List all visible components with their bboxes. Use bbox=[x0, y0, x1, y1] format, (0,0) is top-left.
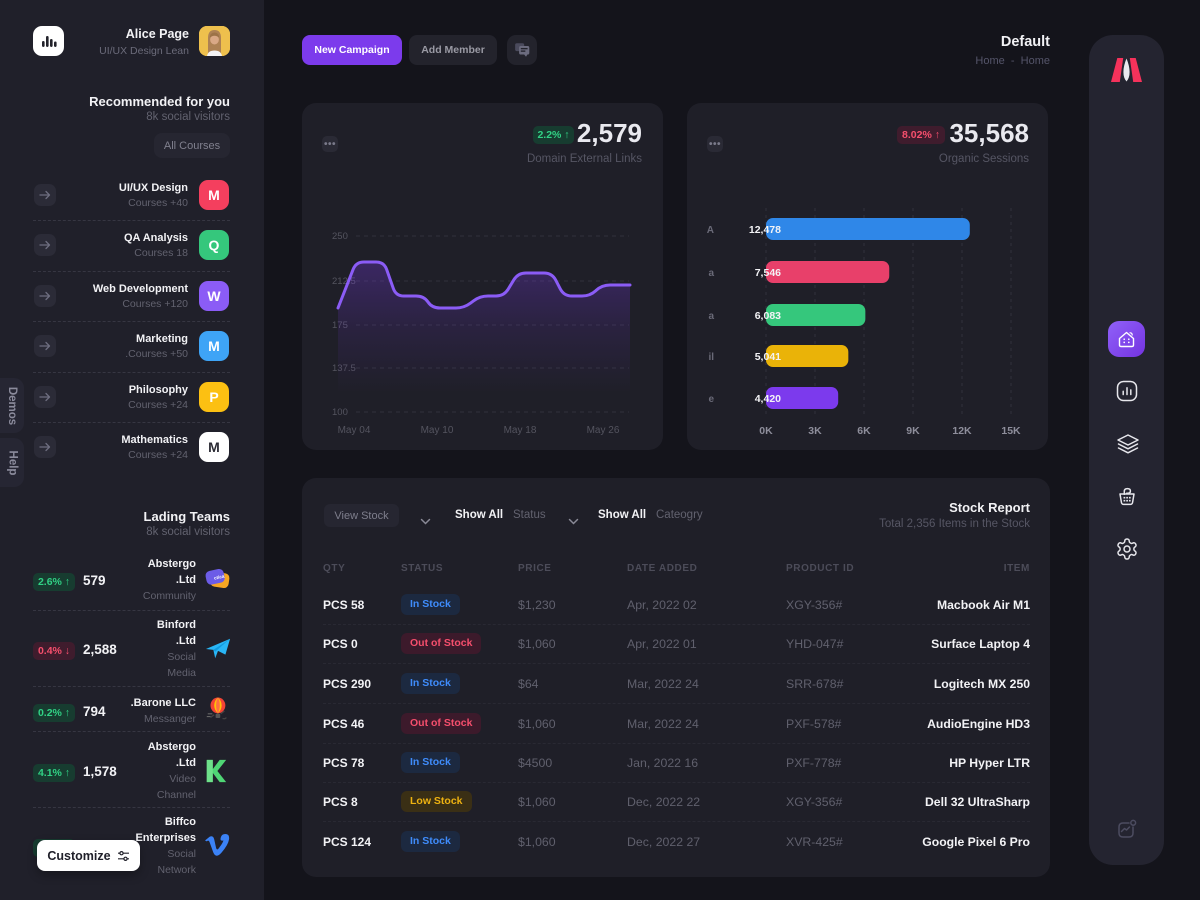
svg-text:3K: 3K bbox=[808, 425, 822, 437]
svg-text:May 04: May 04 bbox=[338, 425, 371, 436]
svg-text:0K: 0K bbox=[759, 425, 773, 437]
svg-text:A: A bbox=[707, 225, 714, 236]
svg-text:15K: 15K bbox=[1001, 425, 1021, 437]
svg-text:212.5: 212.5 bbox=[332, 276, 356, 287]
svg-text:e: e bbox=[708, 394, 714, 405]
svg-text:12,478: 12,478 bbox=[749, 224, 781, 236]
svg-text:250: 250 bbox=[332, 231, 348, 242]
svg-text:6,083: 6,083 bbox=[755, 310, 781, 322]
svg-text:4,420: 4,420 bbox=[755, 393, 781, 405]
svg-text:9K: 9K bbox=[906, 425, 920, 437]
svg-text:il: il bbox=[708, 352, 714, 363]
svg-text:100: 100 bbox=[332, 407, 348, 418]
svg-text:a: a bbox=[708, 268, 714, 279]
svg-text:a: a bbox=[708, 311, 714, 322]
svg-text:ctica: ctica bbox=[214, 574, 226, 581]
svg-text:May 10: May 10 bbox=[421, 425, 454, 436]
svg-text:May 18: May 18 bbox=[504, 425, 537, 436]
svg-text:7,546: 7,546 bbox=[755, 267, 781, 279]
svg-text:May 26: May 26 bbox=[587, 425, 620, 436]
svg-text:12K: 12K bbox=[952, 425, 972, 437]
svg-text:6K: 6K bbox=[857, 425, 871, 437]
svg-text:5,041: 5,041 bbox=[755, 351, 781, 363]
